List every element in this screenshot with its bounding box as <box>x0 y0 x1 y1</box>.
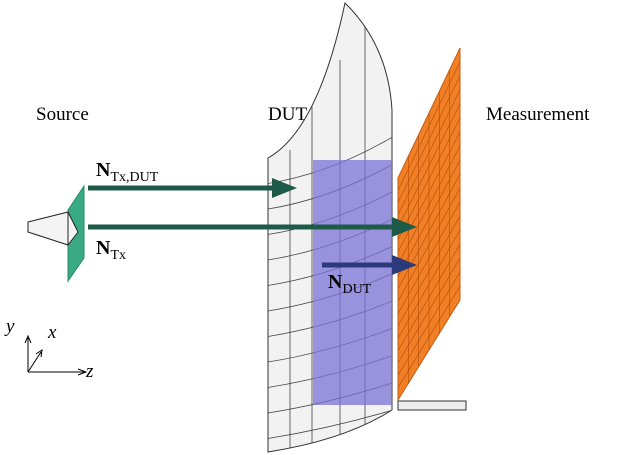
subscript: Tx <box>110 248 126 263</box>
z-axis-label: z <box>85 361 94 382</box>
grid-line <box>398 285 460 388</box>
grid-line <box>398 89 460 216</box>
grid-line <box>398 131 460 253</box>
source-label: Source <box>36 104 89 125</box>
arrow-label: NDUT <box>328 271 372 297</box>
grid-line <box>398 75 460 203</box>
grid-line <box>398 229 460 339</box>
subscript: DUT <box>342 282 371 297</box>
grid-line <box>398 103 460 228</box>
grid-line <box>398 145 460 265</box>
grid-line <box>398 187 460 302</box>
grid-line <box>398 173 460 290</box>
arrow-label: NTx <box>96 237 126 263</box>
subscript: Tx,DUT <box>110 170 158 185</box>
symbol: N <box>96 237 111 259</box>
grid-line <box>398 159 460 277</box>
grid-line <box>398 257 460 364</box>
grid-line <box>398 215 460 327</box>
arrows <box>88 178 417 275</box>
stand <box>397 400 467 411</box>
grid-line <box>398 61 460 191</box>
grid-line <box>268 409 392 439</box>
grid-line <box>398 271 460 376</box>
x-axis-label: x <box>47 322 57 343</box>
grid-line <box>398 201 460 314</box>
axes <box>24 334 88 376</box>
y-axis-label: y <box>4 316 15 337</box>
measurement-label: Measurement <box>486 104 590 125</box>
grid-line <box>398 117 460 240</box>
dut-label: DUT <box>268 104 307 125</box>
dut-region <box>313 160 392 405</box>
symbol: N <box>96 159 111 181</box>
grid-line <box>398 243 460 351</box>
arrow-label: NTx,DUT <box>96 159 159 185</box>
source <box>27 184 85 283</box>
symbol: N <box>328 271 343 293</box>
